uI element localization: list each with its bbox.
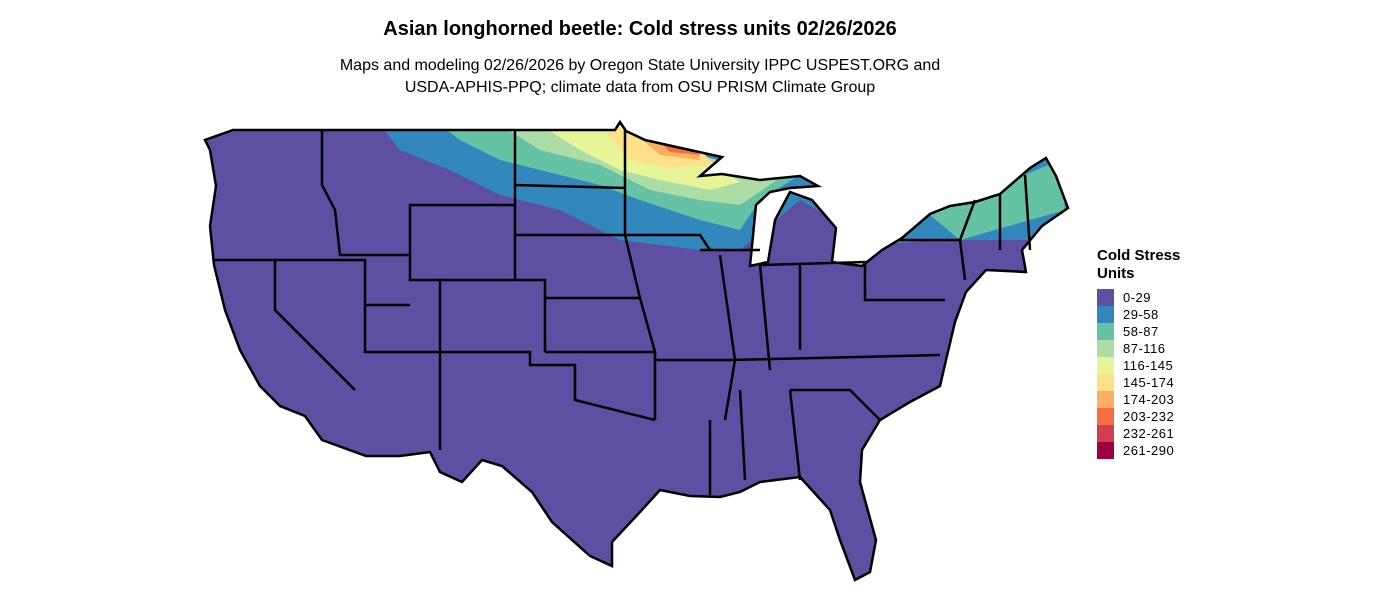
subtitle-line-2: USDA-APHIS-PPQ; climate data from OSU PR… [404, 79, 876, 96]
legend-label: 145-174 [1123, 375, 1175, 390]
state-borders [203, 120, 1070, 582]
map-title: Asian longhorned beetle: Cold stress uni… [383, 18, 897, 40]
legend-item: 58-87 [1097, 323, 1207, 340]
legend-label: 87-116 [1123, 341, 1166, 356]
legend-item: 29-58 [1097, 306, 1207, 323]
legend-swatch [1097, 391, 1114, 408]
legend-swatch [1097, 425, 1114, 442]
legend-item: 174-203 [1097, 391, 1207, 408]
legend-swatch [1097, 340, 1114, 357]
zone-58-87 [440, 125, 800, 230]
legend-label: 29-58 [1123, 307, 1159, 322]
legend-item: 0-29 [1097, 289, 1207, 306]
legend-label: 174-203 [1123, 392, 1175, 407]
legend-swatch [1097, 442, 1114, 459]
legend-item: 87-116 [1097, 340, 1207, 357]
legend-label: 0-29 [1123, 290, 1152, 305]
legend-item: 116-145 [1097, 357, 1207, 374]
legend-swatch [1097, 374, 1114, 391]
legend-swatch [1097, 323, 1114, 340]
legend-swatch [1097, 306, 1114, 323]
legend-label: 58-87 [1123, 324, 1159, 339]
legend-label: 232-261 [1123, 426, 1175, 441]
legend-item: 232-261 [1097, 425, 1207, 442]
zone-58-87-ne [930, 160, 1065, 240]
legend-item: 261-290 [1097, 442, 1207, 459]
legend-item: 145-174 [1097, 374, 1207, 391]
legend-swatch [1097, 357, 1114, 374]
map-subtitle: Maps and modeling 02/26/2026 by Oregon S… [0, 55, 1280, 99]
legend-swatch [1097, 408, 1114, 425]
legend-item: 203-232 [1097, 408, 1207, 425]
subtitle-line-1: Maps and modeling 02/26/2026 by Oregon S… [339, 57, 941, 74]
legend-label: 261-290 [1123, 443, 1175, 458]
legend-label: 203-232 [1123, 409, 1175, 424]
legend: Cold Stress Units 0-29 29-58 58-87 87-116 11… [1097, 247, 1207, 459]
legend-swatch [1097, 289, 1114, 306]
legend-label: 116-145 [1123, 358, 1174, 373]
legend-title: Cold Stress Units [1097, 247, 1181, 282]
